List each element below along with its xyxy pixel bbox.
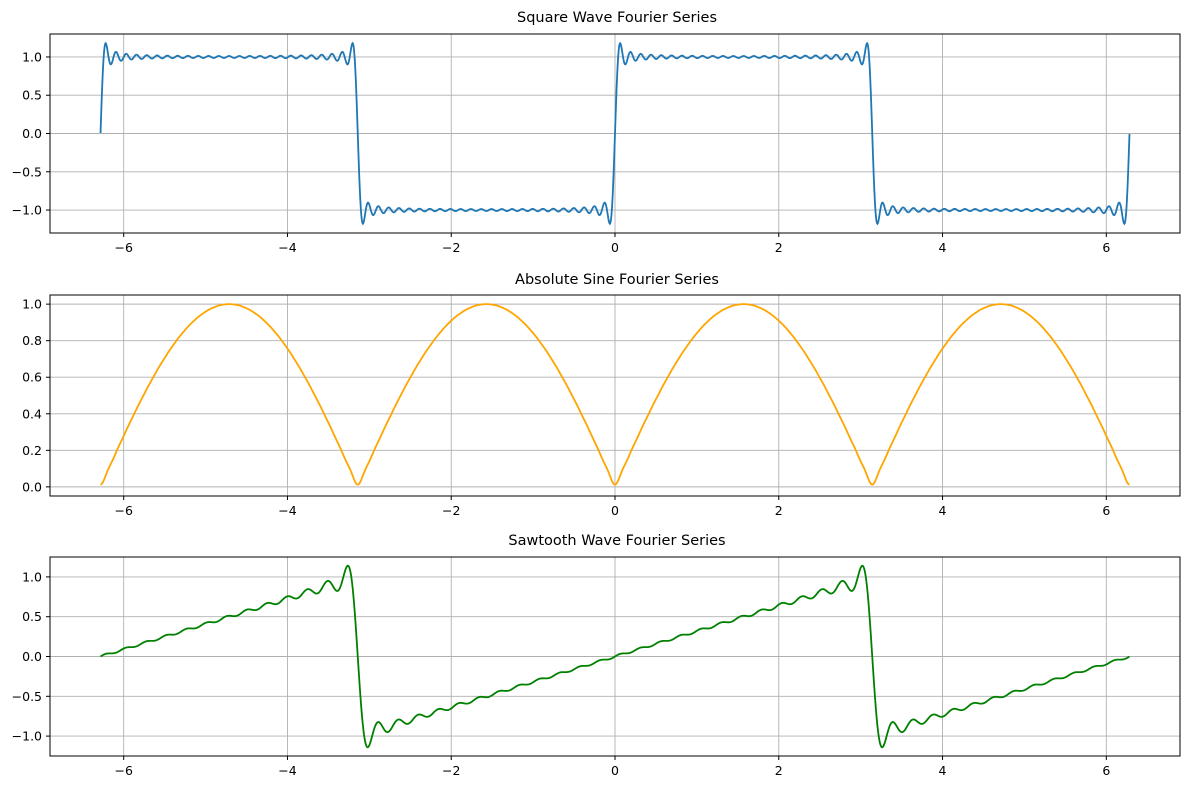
square-wave-ytick-label: 0.5 — [22, 88, 42, 103]
absolute-sine-xtick-label: −4 — [278, 503, 296, 518]
absolute-sine-xtick-label: 2 — [775, 503, 783, 518]
sawtooth-wave-axes — [49, 556, 1181, 757]
square-wave-xtick-label: −4 — [278, 240, 296, 255]
square-wave-ytick-label: 1.0 — [22, 49, 42, 64]
square-wave-xtick-label: 2 — [775, 240, 783, 255]
sawtooth-wave-xtick-label: 4 — [939, 763, 947, 778]
sawtooth-wave-xtick-label: −4 — [278, 763, 296, 778]
absolute-sine-axes — [49, 294, 1181, 497]
sawtooth-wave-line — [100, 564, 1130, 749]
absolute-sine-title: Absolute Sine Fourier Series — [515, 272, 719, 288]
sawtooth-wave-ytick-label: 0.5 — [22, 609, 42, 624]
sawtooth-wave-ytick-label: 1.0 — [22, 569, 42, 584]
absolute-sine-ytick-label: 0.4 — [22, 406, 42, 421]
sawtooth-wave-ytick-label: 0.0 — [22, 649, 42, 664]
square-wave-ytick-label: −0.5 — [12, 164, 42, 179]
absolute-sine-ytick-label: 0.2 — [22, 443, 42, 458]
square-wave-xtick-label: 6 — [1102, 240, 1110, 255]
square-wave-xtick-label: −6 — [114, 240, 132, 255]
square-wave-axes — [49, 33, 1181, 234]
absolute-sine-xtick-label: 0 — [611, 503, 619, 518]
sawtooth-wave-panel: Sawtooth Wave Fourier Series −6 −4 −2 0 2 4 6−… — [12, 533, 1181, 778]
absolute-sine-ytick-label: 1.0 — [22, 297, 42, 312]
square-wave-xtick-label: 0 — [611, 240, 619, 255]
absolute-sine-ytick-label: 0.8 — [22, 333, 42, 348]
sawtooth-wave-xtick-label: 2 — [775, 763, 783, 778]
sawtooth-wave-ytick-label: −1.0 — [12, 729, 42, 744]
square-wave-ticks — [46, 56, 1107, 237]
absolute-sine-ytick-label: 0.0 — [22, 479, 42, 494]
sawtooth-wave-xtick-label: −2 — [442, 763, 460, 778]
absolute-sine-line — [100, 303, 1130, 486]
sawtooth-wave-title: Sawtooth Wave Fourier Series — [508, 533, 725, 549]
square-wave-tick-labels: −6 −4 −2 0 2 4 6 −1.0 −0.5 0.0 0.5 1.0 — [12, 49, 1111, 255]
sawtooth-wave-xtick-label: 0 — [611, 763, 619, 778]
absolute-sine-panel: Absolute Sine Fourier Series −6 −4 −2 0 2 4 6 0… — [22, 272, 1181, 518]
square-wave-title: Square Wave Fourier Series — [517, 10, 717, 26]
absolute-sine-ticks — [46, 303, 1107, 500]
absolute-sine-ytick-label: 0.6 — [22, 370, 42, 385]
sawtooth-wave-ticks — [46, 576, 1107, 760]
square-wave-line — [99, 41, 1131, 226]
square-wave-ytick-label: 0.0 — [22, 126, 42, 141]
square-wave-ytick-label: −1.0 — [12, 203, 42, 218]
absolute-sine-xtick-label: 4 — [939, 503, 947, 518]
square-wave-panel: Square Wave Fourier Series −6 −4 −2 0 2 4 6 −1.… — [12, 10, 1181, 255]
sawtooth-wave-tick-labels: −6 −4 −2 0 2 4 6 −1.0 −0.5 0.0 0.5 1.0 — [12, 569, 1111, 778]
absolute-sine-xtick-label: −6 — [114, 503, 132, 518]
absolute-sine-xtick-label: −2 — [442, 503, 460, 518]
square-wave-xtick-label: −2 — [442, 240, 460, 255]
sawtooth-wave-xtick-label: 6 — [1102, 763, 1110, 778]
absolute-sine-xtick-label: 6 — [1102, 503, 1110, 518]
square-wave-xtick-label: 4 — [939, 240, 947, 255]
absolute-sine-tick-labels: −6 −4 −2 0 2 4 6 0.0 0.2 0.4 0.6 0.8 1.0 — [22, 297, 1110, 518]
sawtooth-wave-ytick-label: −0.5 — [12, 689, 42, 704]
absolute-sine-grid — [50, 295, 1180, 496]
sawtooth-wave-xtick-label: −6 — [114, 763, 132, 778]
